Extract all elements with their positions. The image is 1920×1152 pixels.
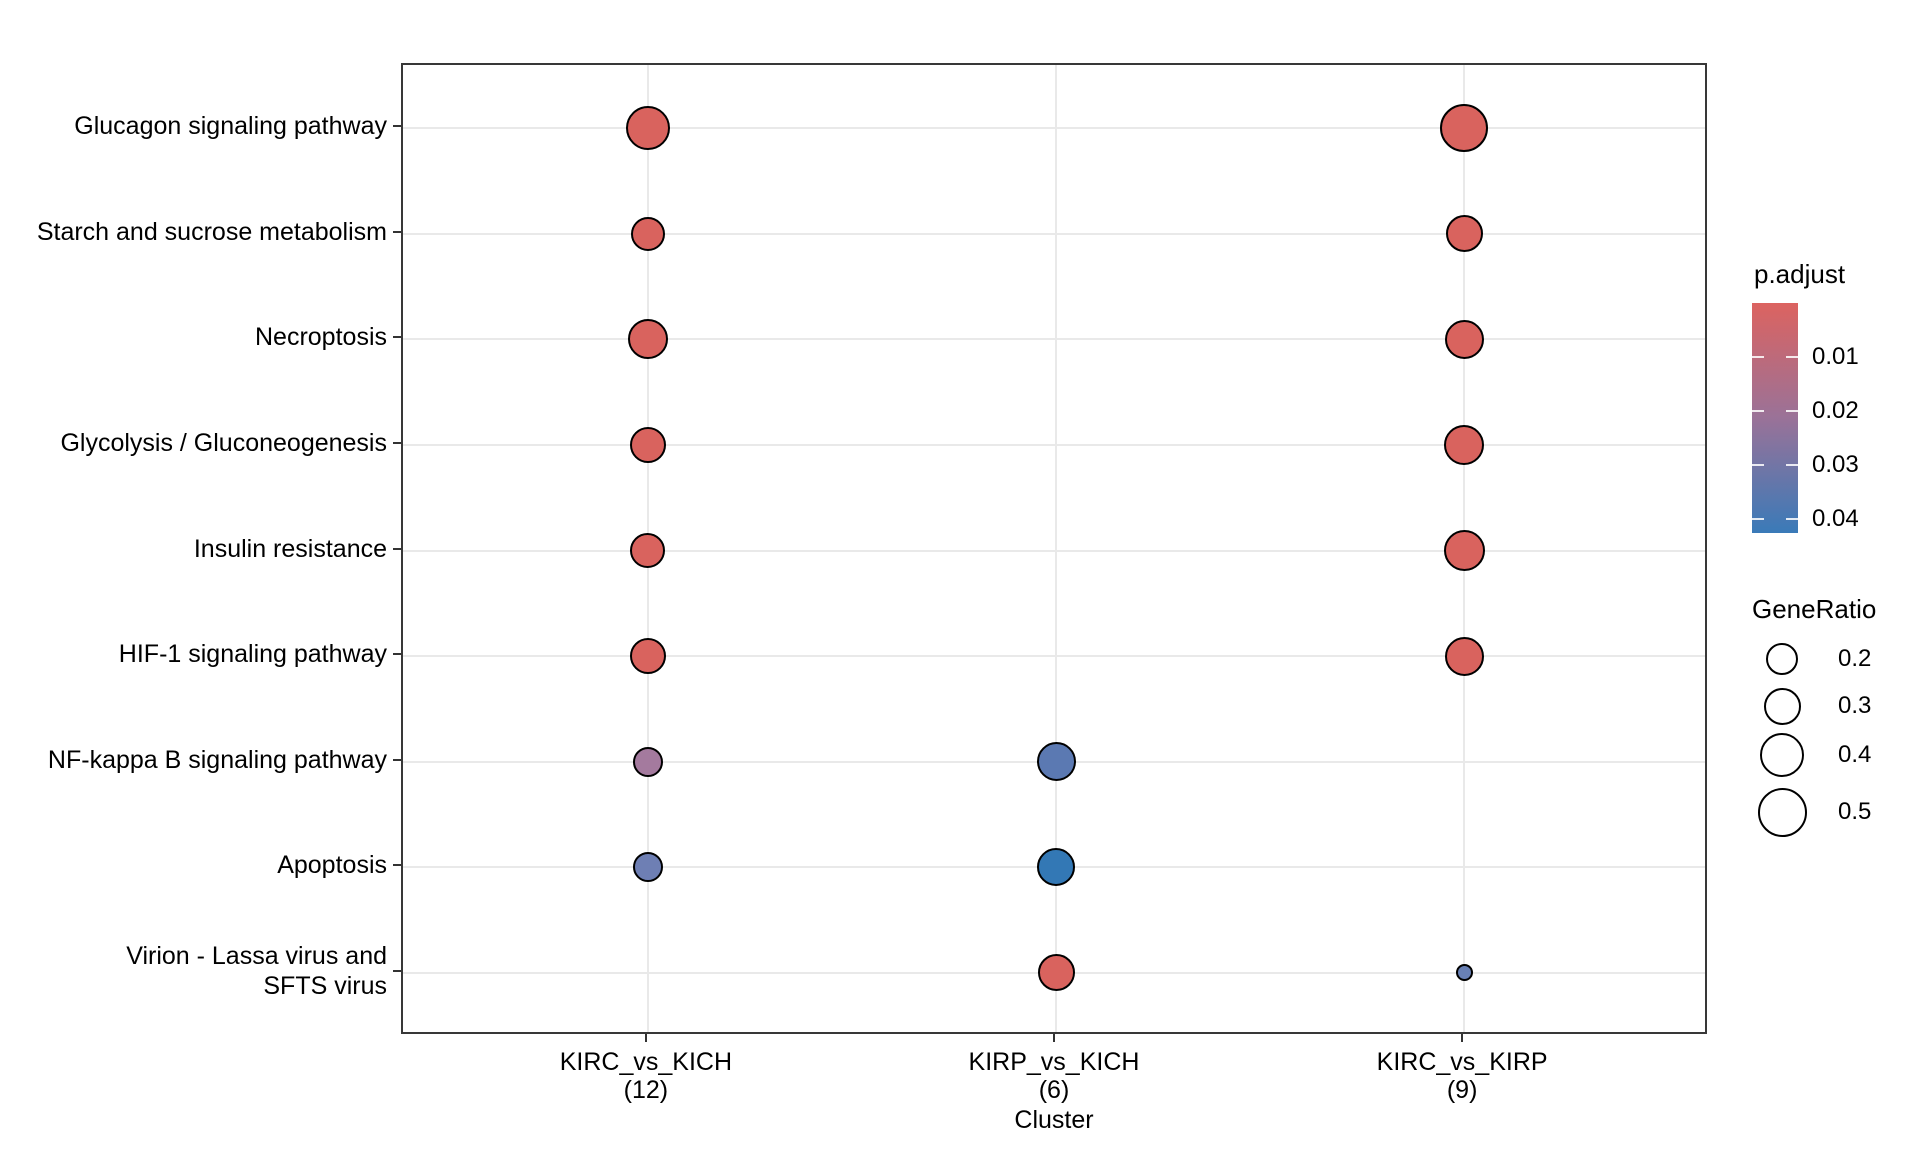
- padjust-bar-tick-left: [1752, 410, 1764, 413]
- data-point: [1445, 215, 1483, 253]
- y-axis-label: Necroptosis: [255, 323, 387, 352]
- x-axis-tick: [644, 1034, 647, 1042]
- y-axis-tick: [393, 336, 401, 339]
- generatio-legend-circle: [1766, 643, 1798, 675]
- x-axis-label: KIRP_vs_KICH (6): [968, 1048, 1140, 1104]
- padjust-tick-label: 0.01: [1812, 343, 1859, 371]
- y-axis-tick: [393, 547, 401, 550]
- generatio-legend-circle: [1763, 687, 1801, 725]
- data-point: [1444, 636, 1484, 676]
- grid-line-horizontal: [403, 338, 1705, 341]
- y-axis-tick: [393, 230, 401, 233]
- data-point: [1036, 742, 1076, 782]
- data-point: [630, 216, 665, 251]
- padjust-tick-label: 0.02: [1812, 397, 1859, 425]
- padjust-bar-tick-left: [1752, 463, 1764, 466]
- data-point: [1443, 530, 1485, 571]
- data-point: [625, 106, 670, 151]
- y-axis-label: Starch and sucrose metabolism: [36, 217, 387, 246]
- data-point: [629, 638, 666, 675]
- generatio-legend-circle: [1760, 733, 1804, 777]
- grid-line-horizontal: [403, 232, 1705, 235]
- data-point: [1037, 848, 1075, 887]
- padjust-bar-tick-left: [1752, 356, 1764, 359]
- y-axis-label: Apoptosis: [277, 851, 387, 880]
- generatio-legend-label: 0.2: [1838, 645, 1872, 672]
- padjust-bar-tick-right: [1786, 356, 1798, 359]
- grid-line-horizontal: [403, 443, 1705, 446]
- data-point: [1444, 424, 1485, 465]
- generatio-legend-label: 0.4: [1838, 741, 1872, 768]
- data-point: [1440, 104, 1489, 153]
- x-axis-title: Cluster: [1014, 1106, 1094, 1134]
- data-point: [1037, 954, 1075, 992]
- generatio-legend-label: 0.5: [1838, 798, 1872, 825]
- data-point: [632, 746, 663, 777]
- generatio-legend-title: GeneRatio: [1752, 594, 1877, 624]
- padjust-gradient-bar: [1752, 303, 1798, 533]
- padjust-bar-tick-right: [1786, 463, 1798, 466]
- y-axis-tick: [393, 441, 401, 444]
- x-axis-label: KIRC_vs_KIRP (9): [1376, 1048, 1548, 1104]
- padjust-legend-title: p.adjust: [1754, 259, 1846, 289]
- padjust-bar-tick-right: [1786, 410, 1798, 413]
- padjust-tick-label: 0.03: [1812, 450, 1859, 478]
- grid-line-horizontal: [403, 655, 1705, 658]
- y-axis-label: Insulin resistance: [193, 534, 387, 563]
- x-axis-label: KIRC_vs_KICH (12): [559, 1048, 732, 1104]
- y-axis-tick: [393, 125, 401, 128]
- grid-line-horizontal: [403, 549, 1705, 552]
- y-axis-label: HIF-1 signaling pathway: [118, 640, 387, 669]
- y-axis-tick: [393, 758, 401, 761]
- grid-line-vertical: [1055, 65, 1057, 1032]
- y-axis-label: Glucagon signaling pathway: [74, 112, 387, 141]
- padjust-bar-tick-left: [1752, 517, 1764, 520]
- padjust-tick-label: 0.04: [1812, 504, 1859, 532]
- generatio-legend-label: 0.3: [1838, 692, 1872, 719]
- data-point: [1444, 319, 1484, 359]
- data-point: [1455, 964, 1473, 982]
- data-point: [627, 319, 668, 360]
- x-axis-tick: [1461, 1034, 1464, 1042]
- y-axis-label: Glycolysis / Gluconeogenesis: [60, 428, 387, 457]
- data-point: [629, 426, 666, 463]
- x-axis-tick: [1053, 1034, 1055, 1042]
- y-axis-tick: [393, 653, 401, 656]
- grid-line-horizontal: [403, 127, 1705, 130]
- y-axis-tick: [393, 864, 401, 867]
- data-point: [632, 852, 663, 883]
- generatio-legend-circle: [1757, 787, 1807, 837]
- data-point: [630, 533, 666, 568]
- plot-panel: [401, 63, 1707, 1034]
- y-axis-tick: [393, 969, 401, 972]
- y-axis-label: Virion - Lassa virus and SFTS virus: [126, 941, 387, 1000]
- padjust-bar-tick-right: [1786, 517, 1798, 520]
- y-axis-label: NF-kappa B signaling pathway: [47, 745, 387, 774]
